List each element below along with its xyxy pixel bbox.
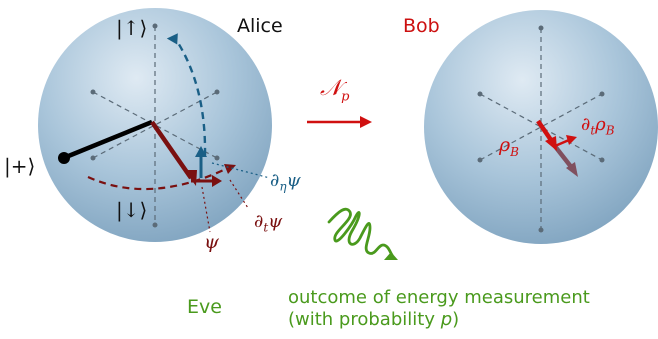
rho-b-label: ρB [499, 134, 519, 159]
psi-vector [150, 120, 193, 180]
bob-label: Bob [403, 15, 440, 37]
deta-psi-curve [173, 37, 207, 156]
ket-plus-endpoint [58, 152, 70, 164]
dt-rho-head [566, 135, 577, 145]
rho-shadow-vector [552, 143, 574, 170]
rho-b-head [545, 136, 557, 151]
ket-down-label: |↓⟩ [116, 198, 148, 222]
bob-bloch-sphere [424, 10, 658, 244]
alice-diag-axis-2 [92, 91, 218, 159]
ket-up-label: |↑⟩ [116, 16, 148, 40]
eve-signal [327, 207, 398, 260]
deta-psi-tangent-head [195, 146, 207, 157]
alice-label: Alice [237, 15, 283, 37]
deta-psi-head [166, 33, 178, 45]
alice-diag-axis-1 [92, 91, 218, 159]
psi-label: ψ [204, 231, 219, 253]
dt-psi-label: ∂tψ [254, 211, 283, 235]
alice-bloch-sphere [38, 8, 272, 242]
alice-axis-dots [90, 23, 220, 228]
ket-plus-label: |+⟩ [4, 154, 36, 178]
dt-psi-curve [87, 167, 229, 191]
channel-label: 𝒩p [320, 76, 350, 105]
channel-arrow [307, 116, 372, 128]
dt-rho-vector [554, 138, 570, 148]
dt-rho-b-label: ∂tρB [581, 114, 615, 138]
bob-axis-dots [477, 25, 605, 233]
eve-squiggle-head [384, 252, 398, 260]
eve-label: Eve [187, 296, 222, 318]
outcome-line-2: (with probability p) [288, 309, 460, 330]
rho-shadow-head [566, 162, 578, 177]
outcome-line-1: outcome of energy measurement [288, 287, 590, 308]
dt-psi-pointer [229, 179, 249, 209]
eve-squiggle [327, 207, 394, 257]
deta-psi-label: ∂ηψ [270, 170, 301, 194]
ket-plus-vector [65, 119, 153, 160]
dt-psi-tangent-head [212, 175, 222, 187]
